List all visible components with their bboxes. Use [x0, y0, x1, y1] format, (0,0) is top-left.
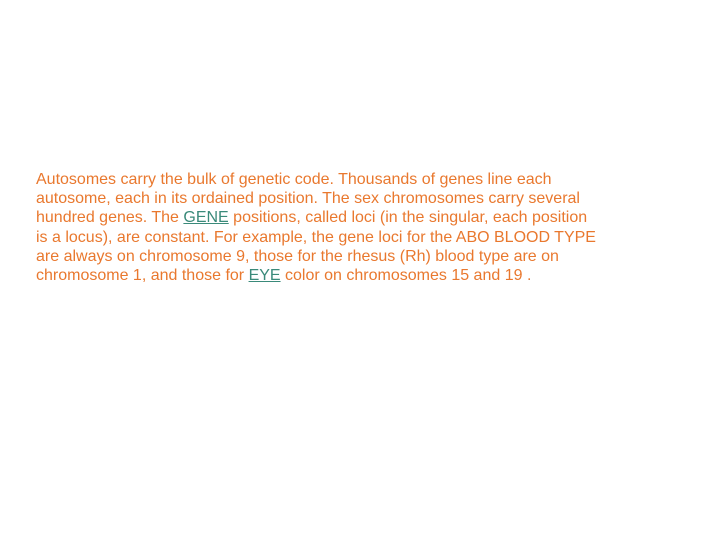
gene-link[interactable]: GENE	[183, 209, 228, 226]
eye-link[interactable]: EYE	[249, 267, 281, 284]
paragraph: Autosomes carry the bulk of genetic code…	[36, 170, 596, 285]
text-run-3: color on chromosomes 15 and 19 .	[281, 267, 532, 284]
slide-text-block: Autosomes carry the bulk of genetic code…	[36, 170, 596, 285]
